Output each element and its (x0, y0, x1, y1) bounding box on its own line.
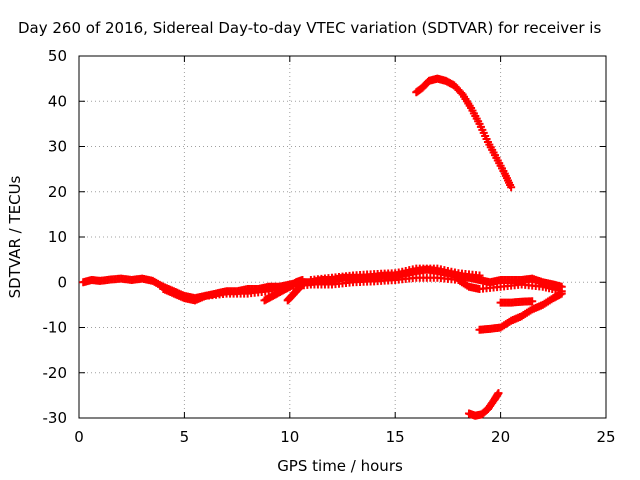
x-tick-label: 25 (596, 428, 615, 446)
y-tick-label: 20 (48, 183, 67, 201)
series-short-segment (496, 297, 537, 307)
y-tick-label: 0 (57, 273, 67, 291)
x-tick-label: 5 (180, 428, 190, 446)
y-tick-label: 30 (48, 138, 67, 156)
grid (79, 56, 606, 418)
series-upper-band (306, 264, 484, 284)
y-tick-label: -20 (43, 364, 68, 382)
x-axis-title: GPS time / hours (277, 457, 403, 475)
y-tick-label: -10 (43, 319, 68, 337)
axis-ticks: 0 5 10 15 20 25 -30 -20 -10 0 10 20 30 40 50 (43, 47, 616, 446)
x-tick-label: 0 (74, 428, 84, 446)
series-rising-tail (475, 289, 566, 334)
y-tick-label: 10 (48, 228, 67, 246)
series-high-arc (412, 74, 516, 192)
data-point (475, 271, 484, 280)
y-tick-label: 50 (48, 47, 67, 65)
chart-title: Day 260 of 2016, Sidereal Day-to-day VTE… (18, 19, 601, 37)
x-tick-label: 20 (491, 428, 510, 446)
data-point (507, 183, 516, 192)
plot-frame (78, 55, 607, 419)
data-point (557, 289, 566, 298)
x-tick-label: 10 (280, 428, 299, 446)
x-tick-label: 15 (386, 428, 405, 446)
series-spike-near-10 (283, 278, 309, 305)
series-bottom-hook (464, 389, 503, 420)
data-point (494, 389, 503, 398)
series-lower-band (159, 273, 566, 305)
data-point (300, 278, 309, 287)
data-markers (79, 74, 566, 420)
y-axis-title: SDTVAR / TECUs (6, 175, 24, 298)
data-point (528, 297, 537, 306)
y-tick-label: -30 (43, 409, 68, 427)
y-tick-label: 40 (48, 92, 67, 110)
